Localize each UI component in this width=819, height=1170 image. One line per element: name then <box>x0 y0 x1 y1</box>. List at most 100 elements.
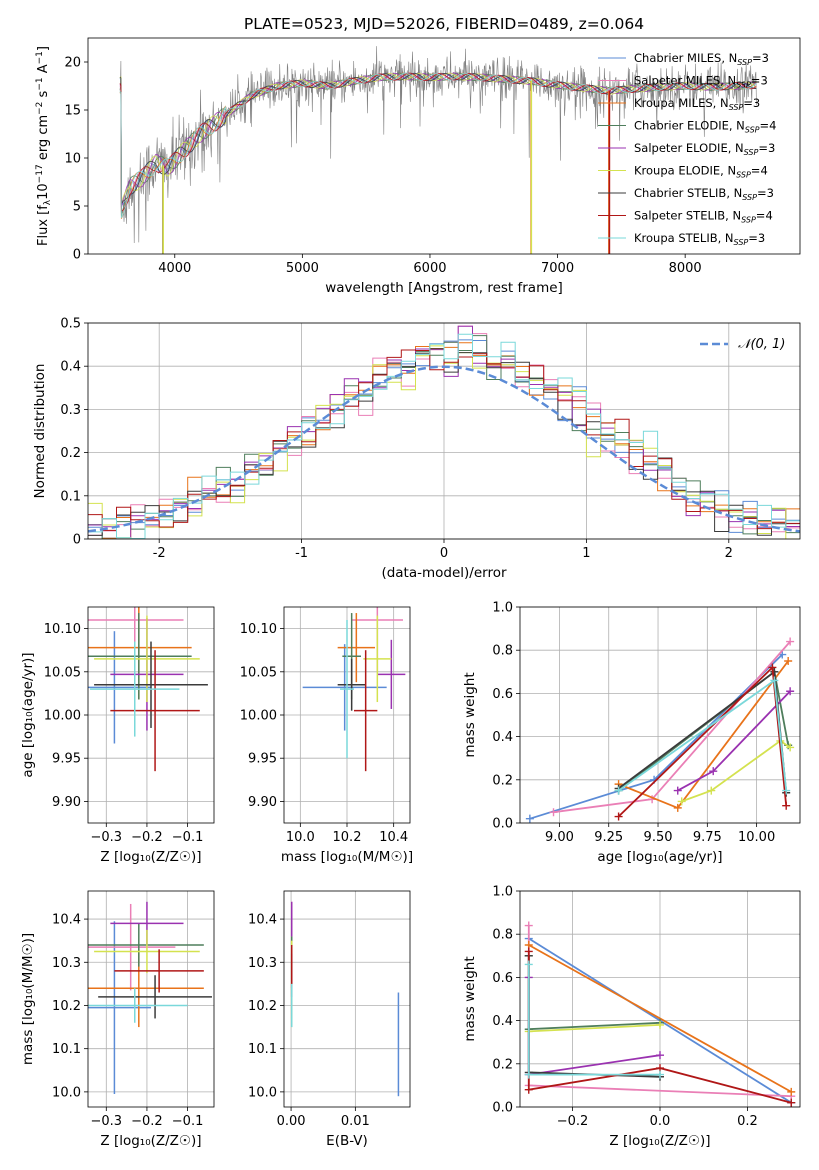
weight-marker <box>787 1087 796 1096</box>
errorbars <box>290 901 400 1097</box>
weight-marker <box>784 657 793 665</box>
legend-nssp-value: 3 <box>767 186 774 200</box>
legend-model-name: Chabrier STELIB <box>634 186 726 200</box>
y-axis-label-part: −1 <box>35 51 45 64</box>
legend-nssp-value: 4 <box>760 164 767 178</box>
y-axis-label: mass weight <box>462 672 478 757</box>
y-tick-label: 9.90 <box>52 795 81 810</box>
y-tick-label: 9.95 <box>52 752 81 767</box>
x-tick-label: 0.01 <box>341 1114 370 1129</box>
legend-nssp-eq: = <box>760 119 770 133</box>
y-axis-label-part: λ <box>43 199 53 205</box>
legend-nssp-sub: SSP <box>736 81 751 90</box>
legend-nssp-value: 3 <box>768 141 775 155</box>
y-tick-label: 10.00 <box>240 709 277 724</box>
errorbars <box>302 607 406 772</box>
legend-nssp-sub: SSP <box>741 216 756 225</box>
legend-nssp-prefix: , N <box>729 119 745 133</box>
legend-entry: Salpeter MILES, NSSP=3 <box>634 74 768 90</box>
legend-nssp-sub: SSP <box>737 58 752 67</box>
weight-marker <box>787 1098 796 1107</box>
age-vs-mass-frame <box>283 606 411 824</box>
legend-entry: Chabrier MILES, NSSP=3 <box>634 51 769 67</box>
x-axis-label: Z [log₁₀(Z/Z☉)] <box>100 849 201 865</box>
y-axis-label: Flux [fλ10−17 erg cm−2 s−1 A−1] <box>35 46 53 246</box>
x-tick-label: 9.50 <box>644 830 673 845</box>
y-tick-label: 0.0 <box>492 1101 513 1116</box>
weight-marker <box>673 786 682 795</box>
x-tick-label: −0.1 <box>172 1114 204 1129</box>
x-axis-label: Z [log₁₀(Z/Z☉)] <box>100 1133 201 1149</box>
legend-model-name: Chabrier MILES <box>634 51 721 65</box>
weight-marker <box>707 786 716 795</box>
legend-nssp-value: 4 <box>769 119 776 133</box>
legend-nssp-value: 3 <box>762 51 769 65</box>
legend-entry: Chabrier ELODIE, NSSP=4 <box>634 119 776 135</box>
y-tick-label: 10.05 <box>240 665 277 680</box>
y-axis-label: age [log₁₀(age/yr)] <box>20 652 36 777</box>
y-tick-label: 0.4 <box>492 1014 513 1029</box>
mass-weight-vs-age-axes: 9.00 9.25 9.50 9.75 10.00 0.0 0.2 0.4 0.6 0.8 1.0 a… <box>462 601 800 865</box>
y-tick-label: 0.5 <box>60 317 81 332</box>
weight-marker <box>786 687 795 696</box>
x-tick-label: −0.2 <box>131 1114 163 1129</box>
x-tick-label: 0.0 <box>650 1114 671 1129</box>
x-tick-label: −0.3 <box>91 1114 123 1129</box>
x-tick-label: 7000 <box>541 261 574 276</box>
residual-histogram <box>88 349 800 531</box>
x-tick-label: −0.1 <box>172 830 204 845</box>
y-tick-label: 0.2 <box>492 1057 513 1072</box>
y-tick-label: 0.3 <box>60 403 81 418</box>
y-tick-label: 0.8 <box>492 928 513 943</box>
y-tick-label: 0.1 <box>60 489 81 504</box>
weight-marker <box>525 814 534 823</box>
residuals-axes: -2 -1 0 1 2 0 0.1 0.2 0.3 0.4 0.5 (data-model)/erro… <box>32 317 800 581</box>
legend-nssp-prefix: , N <box>720 164 736 178</box>
histograms <box>88 325 800 539</box>
y-tick-label: 0.2 <box>60 446 81 461</box>
y-axis-label-part: s <box>36 90 51 101</box>
weight-marker <box>524 947 533 956</box>
legend-nssp-prefix: , N <box>725 209 741 223</box>
legend-nssp-sub: SSP <box>734 238 749 247</box>
mass-vs-Z-axes: −0.3 −0.2 −0.1 10.0 10.1 10.2 10.3 10.4 Z [log₁₀… <box>20 891 214 1149</box>
weight-marker <box>786 743 795 752</box>
weight-marker <box>656 1051 664 1060</box>
legend-nssp-value: 3 <box>758 231 765 245</box>
legend-nssp-prefix: , N <box>726 186 742 200</box>
weight-marker <box>614 812 623 821</box>
weight-line <box>528 944 792 1093</box>
x-tick-label: 9.25 <box>594 830 623 845</box>
y-tick-label: 10.1 <box>248 1042 277 1057</box>
legend-entry: Kroupa MILES, NSSP=3 <box>634 96 760 112</box>
weight-marker <box>656 1070 664 1079</box>
x-tick-label: 4000 <box>158 261 191 276</box>
mass-vs-Z-frame <box>87 890 215 1108</box>
weight-marker <box>524 921 533 930</box>
weight-marker <box>677 797 686 806</box>
x-tick-label: 0 <box>440 546 448 561</box>
x-tick-label: -1 <box>295 546 308 561</box>
x-axis-label: (data-model)/error <box>381 565 507 581</box>
x-axis-label: wavelength [Angstrom, rest frame] <box>325 280 563 296</box>
legend-entry: Chabrier STELIB, NSSP=3 <box>634 186 774 202</box>
y-tick-label: 1.0 <box>492 885 513 900</box>
y-axis-label: Normed distribution <box>32 364 48 499</box>
age-vs-mass-axes: 10.0 10.2 10.4 9.90 9.95 10.00 10.05 10.10 mass … <box>240 607 413 865</box>
x-tick-label: 10.4 <box>379 830 408 845</box>
y-tick-label: 10.4 <box>248 913 277 928</box>
y-tick-label: 0.6 <box>492 687 513 702</box>
model-spectrum <box>119 72 757 213</box>
legend-nssp-value: 3 <box>760 74 767 88</box>
x-axis-label: E(B-V) <box>326 1133 368 1149</box>
weight-marker <box>614 786 623 795</box>
spectrum-lines <box>119 46 757 254</box>
weight-marker <box>524 1070 533 1079</box>
spectrum-axes: 4000 5000 6000 7000 8000 0 5 10 15 20 wavelength [… <box>35 46 776 296</box>
x-tick-label: 9.00 <box>545 830 574 845</box>
normal-reference-curve <box>88 365 800 533</box>
y-tick-label: 0.0 <box>492 817 513 832</box>
